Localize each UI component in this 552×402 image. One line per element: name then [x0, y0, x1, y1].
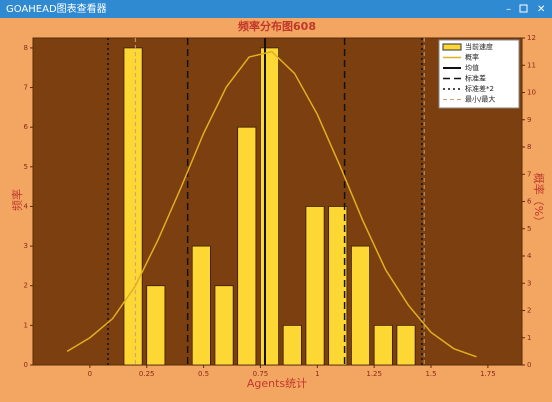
y-tick-label: 6 — [24, 123, 29, 131]
y2-tick-label: 9 — [527, 116, 531, 124]
chart-title: 频率分布图608 — [238, 19, 316, 33]
y-tick-label: 0 — [24, 361, 28, 369]
legend-label: 最小/最大 — [465, 95, 495, 104]
legend-label: 均值 — [465, 63, 479, 72]
y2-axis-label: 概率（%） — [532, 173, 546, 227]
window-title: GOAHEAD图表查看器 — [6, 2, 107, 15]
y2-tick-label: 10 — [527, 89, 536, 97]
y2-tick-label: 11 — [527, 61, 536, 69]
x-tick-label: 0.5 — [198, 370, 209, 378]
legend-label: 标准差*2 — [465, 84, 494, 93]
bar — [328, 206, 348, 366]
x-tick-label: 1 — [315, 370, 319, 378]
probability-curve — [66, 50, 477, 358]
bar — [305, 206, 325, 366]
y-tick-label: 4 — [24, 202, 29, 210]
bar — [237, 126, 257, 366]
close-button[interactable]: ✕ — [537, 4, 545, 15]
x-tick-label: 1.5 — [425, 370, 436, 378]
y2-tick-label: 4 — [527, 252, 532, 260]
y-tick-label: 2 — [24, 282, 28, 290]
maximize-button[interactable] — [519, 4, 528, 13]
x-tick-label: 0.25 — [139, 370, 155, 378]
y2-tick-label: 5 — [527, 225, 531, 233]
y-tick-label: 1 — [24, 321, 28, 329]
y2-tick-label: 1 — [527, 334, 531, 342]
y-tick-label: 8 — [24, 44, 28, 52]
bar — [214, 285, 234, 366]
legend-box — [438, 39, 520, 109]
bar — [373, 324, 393, 366]
x-tick-label: 1.25 — [366, 370, 382, 378]
y-tick-label: 3 — [24, 242, 28, 250]
x-tick-label: 0.75 — [253, 370, 269, 378]
x-axis-label: Agents统计 — [247, 377, 307, 390]
legend-label: 当前速度 — [465, 42, 493, 51]
bar — [260, 47, 280, 366]
y2-tick-label: 8 — [527, 143, 531, 151]
y2-tick-label: 0 — [527, 361, 531, 369]
minimize-button[interactable]: – — [506, 4, 511, 15]
y2-tick-label: 2 — [527, 307, 531, 315]
y2-tick-label: 6 — [527, 198, 532, 206]
bar — [191, 245, 211, 366]
y2-tick-label: 3 — [527, 279, 531, 287]
bar — [282, 324, 302, 366]
title-bar — [0, 0, 552, 18]
y2-tick-label: 12 — [527, 34, 536, 42]
x-tick-label: 1.75 — [480, 370, 496, 378]
bar — [146, 285, 166, 366]
bar — [351, 245, 371, 366]
legend-label: 概率 — [465, 53, 479, 62]
y2-tick-label: 7 — [527, 170, 531, 178]
legend-swatch — [442, 43, 462, 51]
x-tick-label: 0 — [88, 370, 92, 378]
legend-label: 标准差 — [465, 74, 486, 83]
y-axis-label: 频率 — [10, 189, 24, 211]
y-tick-label: 5 — [24, 163, 28, 171]
bar — [123, 47, 143, 366]
bar — [396, 324, 416, 366]
y-tick-label: 7 — [24, 84, 28, 92]
